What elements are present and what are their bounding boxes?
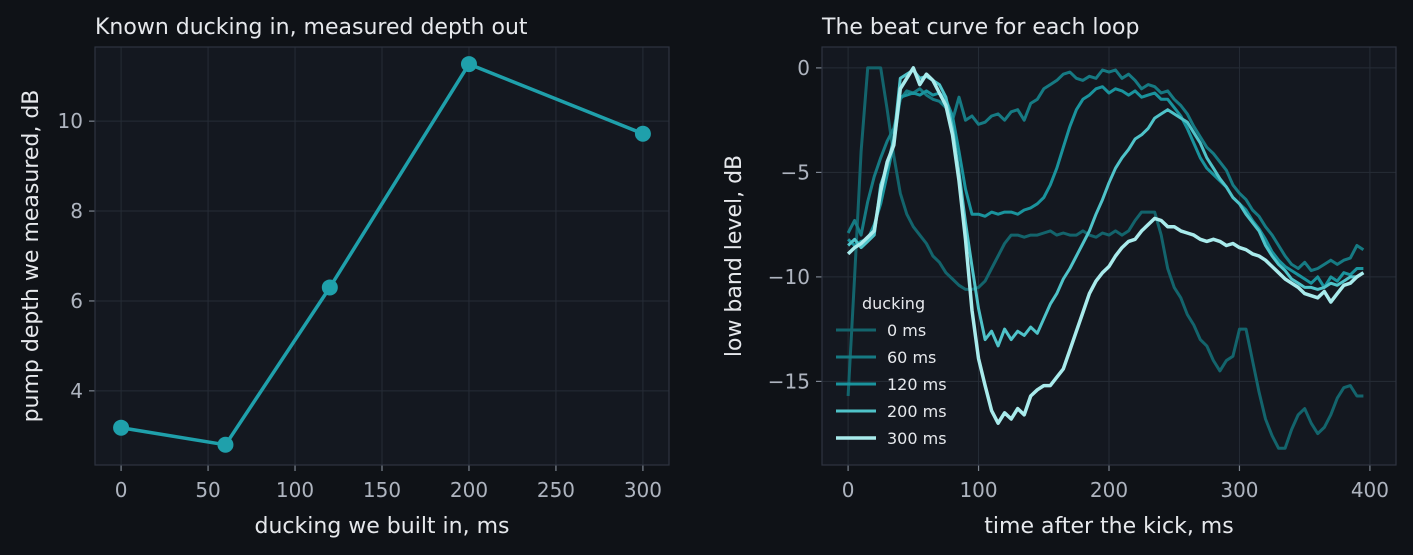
series-line-2 — [846, 68, 1365, 273]
left-x-axis-label: ducking we built in, ms — [255, 514, 510, 539]
right-x-tick-label: 200 — [1090, 478, 1128, 502]
left-y-tick-label: 6 — [70, 289, 83, 313]
legend-label: 200 ms — [887, 402, 947, 421]
legend-title: ducking — [862, 294, 925, 313]
series-line-1 — [846, 66, 1364, 450]
data-point — [217, 436, 234, 453]
legend-label: 300 ms — [887, 429, 947, 448]
left-y-tick-label: 8 — [70, 199, 83, 223]
right-y-axis-label: low band level, dB — [722, 155, 747, 357]
legend-label: 0 ms — [887, 321, 926, 340]
legend-entries: 0 ms 60 ms 120 ms 200 ms 300 ms — [836, 321, 947, 448]
left-grid — [95, 47, 669, 465]
data-point — [113, 419, 130, 436]
series-line-5 — [846, 66, 1365, 425]
left-x-tick-label: 300 — [624, 478, 662, 502]
right-ticks: 0 100 200 300 400 0 −5 −10 −15 — [768, 56, 1389, 502]
right-y-tick-label: 0 — [797, 56, 810, 80]
right-chart-title: The beat curve for each loop — [821, 15, 1139, 40]
right-y-tick-label: −15 — [768, 369, 810, 393]
left-chart: 0 50 100 150 200 250 300 4 6 8 10 Known ducking in… — [19, 15, 670, 539]
left-y-tick-label: 10 — [58, 109, 83, 133]
left-x-tick-label: 50 — [195, 478, 220, 502]
left-x-tick-label: 0 — [115, 478, 128, 502]
legend-label: 120 ms — [887, 375, 947, 394]
right-series — [846, 66, 1365, 450]
series-line-3 — [847, 85, 1364, 289]
right-y-tick-label: −10 — [768, 265, 810, 289]
right-spine — [821, 46, 1397, 466]
left-series — [113, 56, 651, 453]
legend: ducking 0 ms 60 ms 120 ms 200 ms 300 ms — [836, 294, 947, 448]
left-x-tick-label: 200 — [450, 478, 488, 502]
right-chart: 0 100 200 300 400 0 −5 −10 −15 ducking 0 ms 60 ms… — [722, 15, 1397, 539]
right-x-tick-label: 300 — [1220, 478, 1258, 502]
data-point — [460, 56, 477, 73]
data-point — [321, 279, 338, 296]
right-y-tick-label: −5 — [781, 160, 810, 184]
left-chart-title: Known ducking in, measured depth out — [95, 15, 528, 40]
left-spine — [94, 46, 670, 466]
data-point — [634, 125, 651, 142]
left-x-tick-label: 250 — [537, 478, 575, 502]
right-x-axis-label: time after the kick, ms — [984, 514, 1233, 539]
right-x-tick-label: 0 — [842, 478, 855, 502]
left-y-axis-label: pump depth we measured, dB — [19, 90, 44, 423]
left-ticks: 0 50 100 150 200 250 300 4 6 8 10 — [58, 109, 662, 502]
right-x-tick-label: 400 — [1351, 478, 1389, 502]
left-y-tick-label: 4 — [70, 379, 83, 403]
left-x-tick-label: 150 — [363, 478, 401, 502]
left-x-tick-label: 100 — [276, 478, 314, 502]
right-x-tick-label: 100 — [959, 478, 997, 502]
legend-label: 60 ms — [887, 348, 936, 367]
